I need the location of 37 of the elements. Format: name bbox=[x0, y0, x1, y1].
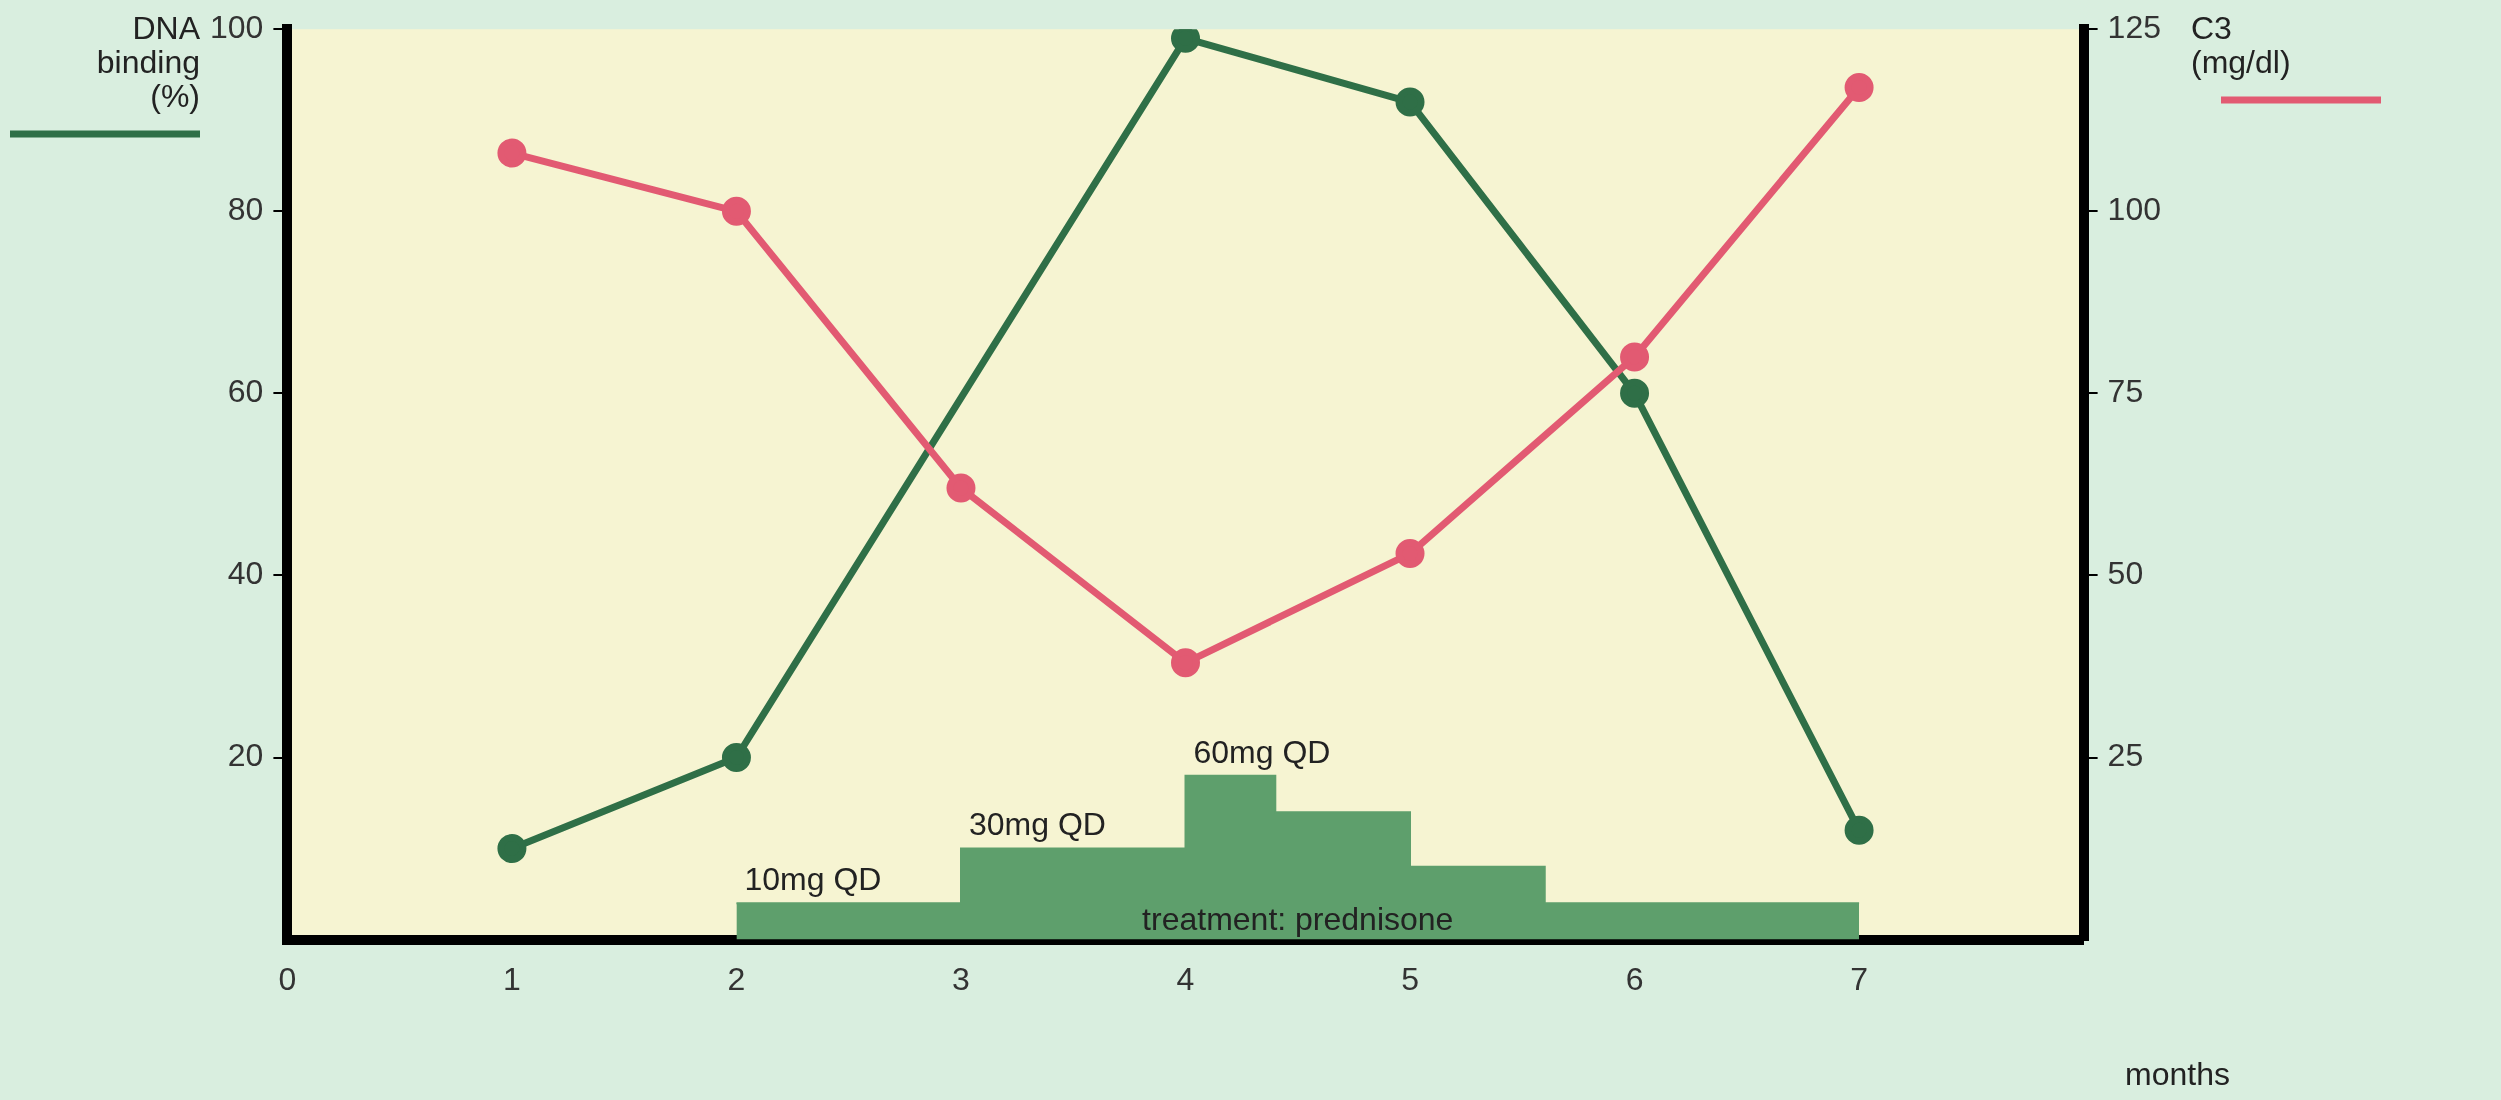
y-tick-label: 60 bbox=[227, 373, 264, 410]
x-tick-label: 2 bbox=[727, 960, 746, 997]
annotation: 10mg QD bbox=[744, 861, 882, 898]
y-tick-label: 80 bbox=[227, 191, 264, 228]
point bbox=[721, 743, 751, 773]
x-tick-label: 3 bbox=[952, 960, 970, 997]
x-tick-label: 7 bbox=[1850, 960, 1868, 997]
x-tick-label: 0 bbox=[278, 960, 297, 997]
annotation: 60mg QD bbox=[1193, 733, 1331, 770]
series-label: treatment: prednisone bbox=[1142, 901, 1454, 938]
x-tick-label: 4 bbox=[1176, 960, 1195, 997]
y2-tick-label: 50 bbox=[2107, 555, 2144, 592]
annotation: 30mg QD bbox=[968, 806, 1106, 843]
y2-tick-label: 100 bbox=[2107, 191, 2161, 228]
point bbox=[1395, 87, 1425, 117]
point bbox=[721, 196, 751, 226]
point bbox=[1620, 342, 1650, 372]
y-tick-label: 100 bbox=[210, 9, 264, 46]
y2-tick-label: 125 bbox=[2107, 9, 2161, 46]
y2-axis-title: C3 (mg/dl) bbox=[2191, 9, 2291, 80]
point bbox=[1844, 815, 1874, 845]
x-tick-label: 1 bbox=[503, 960, 521, 997]
point bbox=[1620, 378, 1650, 408]
x-axis-title: months bbox=[2125, 1055, 2230, 1092]
y2-tick-label: 25 bbox=[2107, 737, 2144, 774]
point bbox=[1171, 648, 1200, 678]
y2-tick-label: 75 bbox=[2107, 373, 2144, 410]
y-axis-title: DNA binding (%) bbox=[96, 9, 201, 114]
x-tick-label: 6 bbox=[1625, 960, 1644, 997]
x-tick-label: 5 bbox=[1401, 960, 1419, 997]
point bbox=[946, 473, 976, 503]
point bbox=[1844, 72, 1874, 102]
y-tick-label: 40 bbox=[227, 555, 264, 592]
point bbox=[497, 834, 527, 864]
y-tick-label: 20 bbox=[227, 737, 264, 774]
point bbox=[1395, 539, 1425, 569]
point bbox=[497, 138, 527, 168]
